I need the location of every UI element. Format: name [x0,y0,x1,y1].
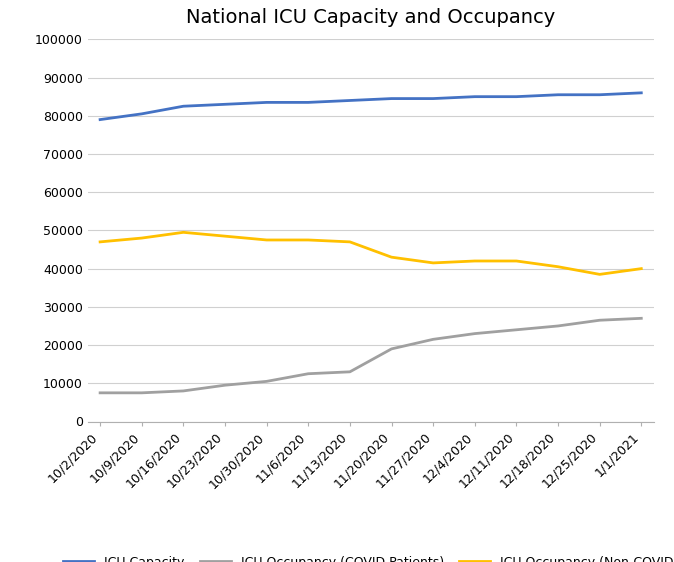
Legend: ICU Capacity, ICU Occupancy (COVID Patients), ICU Occupancy (Non-COVID): ICU Capacity, ICU Occupancy (COVID Patie… [57,550,674,562]
ICU Occupancy (COVID Patients) [470,330,479,337]
ICU Capacity [470,93,479,100]
Line: ICU Occupancy (Non-COVID): ICU Occupancy (Non-COVID) [100,232,641,274]
ICU Occupancy (Non-COVID) [596,271,604,278]
ICU Occupancy (Non-COVID) [388,254,396,261]
ICU Capacity [512,93,520,100]
ICU Occupancy (Non-COVID) [137,235,146,242]
ICU Capacity [596,92,604,98]
ICU Occupancy (COVID Patients) [637,315,645,321]
ICU Occupancy (COVID Patients) [596,317,604,324]
ICU Occupancy (COVID Patients) [96,389,104,396]
ICU Occupancy (COVID Patients) [221,382,229,388]
ICU Capacity [388,95,396,102]
ICU Capacity [96,116,104,123]
Line: ICU Occupancy (COVID Patients): ICU Occupancy (COVID Patients) [100,318,641,393]
ICU Capacity [137,111,146,117]
ICU Capacity [221,101,229,108]
ICU Capacity [179,103,187,110]
ICU Occupancy (Non-COVID) [179,229,187,235]
ICU Capacity [304,99,312,106]
ICU Occupancy (Non-COVID) [304,237,312,243]
ICU Occupancy (COVID Patients) [137,389,146,396]
ICU Occupancy (Non-COVID) [96,238,104,245]
ICU Occupancy (Non-COVID) [554,264,562,270]
Line: ICU Capacity: ICU Capacity [100,93,641,120]
ICU Occupancy (Non-COVID) [637,265,645,272]
Title: National ICU Capacity and Occupancy: National ICU Capacity and Occupancy [186,8,555,26]
ICU Capacity [346,97,354,104]
ICU Occupancy (COVID Patients) [179,388,187,395]
ICU Occupancy (Non-COVID) [470,257,479,264]
ICU Occupancy (COVID Patients) [512,327,520,333]
ICU Occupancy (Non-COVID) [346,238,354,245]
ICU Occupancy (Non-COVID) [429,260,437,266]
ICU Occupancy (Non-COVID) [221,233,229,239]
ICU Occupancy (COVID Patients) [304,370,312,377]
ICU Occupancy (COVID Patients) [346,369,354,375]
ICU Capacity [429,95,437,102]
ICU Capacity [554,92,562,98]
ICU Occupancy (Non-COVID) [263,237,271,243]
ICU Occupancy (Non-COVID) [512,257,520,264]
ICU Occupancy (COVID Patients) [554,323,562,329]
ICU Capacity [637,89,645,96]
ICU Capacity [263,99,271,106]
ICU Occupancy (COVID Patients) [429,336,437,343]
ICU Occupancy (COVID Patients) [263,378,271,385]
ICU Occupancy (COVID Patients) [388,346,396,352]
